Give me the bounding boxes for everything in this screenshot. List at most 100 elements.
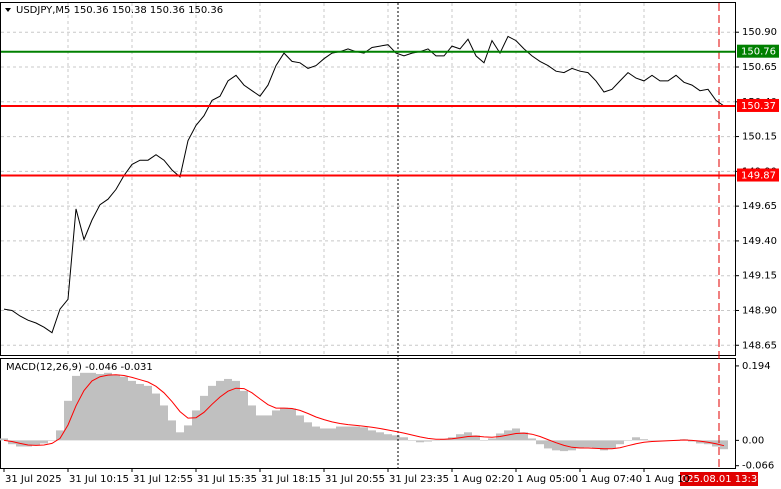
histogram-bar — [160, 405, 168, 441]
histogram-bar — [296, 415, 304, 441]
histogram-bar — [104, 372, 112, 441]
histogram-bar — [544, 440, 552, 449]
histogram-bar — [600, 440, 608, 451]
histogram-bar — [360, 427, 368, 441]
histogram-bar — [440, 439, 448, 441]
x-tick-label: 1 Aug 05:00 — [517, 474, 578, 485]
time-marker-label: 2025.08.01 13:30 — [674, 474, 763, 485]
histogram-bar — [88, 372, 96, 441]
histogram-bar — [56, 430, 64, 441]
histogram-bar — [632, 437, 640, 441]
level-label: 150.37 — [741, 101, 776, 112]
signal-line — [3, 374, 725, 450]
macd-title: MACD(12,26,9) -0.046 -0.031 — [6, 362, 153, 373]
histogram-bar — [152, 393, 160, 441]
y-tick-label: 148.65 — [742, 340, 777, 351]
histogram-bar — [472, 435, 480, 441]
y-tick-label: 150.90 — [742, 27, 777, 38]
histogram-bar — [432, 440, 440, 441]
x-tick-label: 31 Jul 18:15 — [261, 474, 321, 485]
histogram-bar — [592, 440, 600, 449]
histogram-bar — [128, 380, 136, 441]
histogram-bar — [208, 385, 216, 441]
histogram-bar — [376, 432, 384, 441]
histogram-bar — [24, 440, 32, 447]
histogram-bar — [608, 440, 616, 449]
time-marker-box — [680, 472, 758, 486]
histogram-bar — [336, 426, 344, 441]
histogram-bar — [232, 380, 240, 441]
menu-arrow[interactable] — [5, 8, 11, 12]
y-tick-label: 149.15 — [742, 271, 777, 282]
histogram-bar — [552, 440, 560, 451]
histogram-bar — [144, 385, 152, 441]
histogram-bar — [424, 440, 432, 442]
histogram-bar — [624, 440, 632, 441]
histogram-bar — [400, 437, 408, 441]
histogram-bar — [488, 438, 496, 441]
histogram-bar — [416, 440, 424, 443]
histogram-bar — [648, 440, 656, 441]
y-tick-label: 0.00 — [742, 435, 764, 446]
histogram-bar — [32, 440, 40, 446]
price-frame — [0, 2, 736, 356]
level-label-box — [737, 98, 779, 112]
histogram-bar — [344, 426, 352, 441]
x-tick-label: 31 Jul 15:35 — [197, 474, 257, 485]
histogram-bar — [184, 425, 192, 441]
y-tick-label: 149.65 — [742, 201, 777, 212]
histogram-bar — [696, 440, 704, 444]
histogram-bar — [168, 420, 176, 441]
histogram-bar — [8, 440, 16, 445]
level-label: 150.76 — [741, 47, 776, 58]
histogram-bar — [40, 440, 48, 444]
histogram-bar — [512, 428, 520, 441]
histogram-bar — [72, 375, 80, 441]
histogram-bar — [408, 440, 416, 441]
histogram-bar — [256, 415, 264, 441]
y-tick-label: -0.066 — [742, 461, 774, 472]
histogram-bar — [328, 428, 336, 441]
x-tick-label: 31 Jul 10:15 — [69, 474, 129, 485]
y-tick-label: 149.40 — [742, 236, 777, 247]
histogram-bar — [216, 380, 224, 441]
histogram-bar — [136, 383, 144, 441]
histogram-bar — [640, 439, 648, 441]
histogram-bar — [536, 440, 544, 445]
histogram-bar — [200, 395, 208, 441]
histogram-bar — [96, 373, 104, 441]
price-title: USDJPY,M5 150.36 150.38 150.36 150.36 — [16, 5, 223, 16]
histogram-bar — [248, 405, 256, 441]
histogram-bar — [616, 440, 624, 445]
histogram-bar — [176, 432, 184, 441]
histogram-bar — [280, 407, 288, 441]
histogram-bar — [368, 430, 376, 441]
histogram-bar — [304, 422, 312, 441]
histogram-bar — [568, 440, 576, 451]
histogram-bar — [576, 440, 584, 449]
x-tick-label: 1 Aug 02:20 — [453, 474, 514, 485]
histogram-bar — [224, 378, 232, 441]
histogram-bar — [272, 410, 280, 441]
histogram-bar — [240, 390, 248, 441]
x-tick-label: 31 Jul 2025 — [5, 474, 62, 485]
histogram-bar — [112, 374, 120, 441]
x-tick-label: 1 Aug 07:40 — [581, 474, 642, 485]
histogram-bar — [384, 434, 392, 441]
histogram-bar — [528, 438, 536, 441]
x-tick-label: 31 Jul 23:35 — [389, 474, 449, 485]
histogram-bar — [688, 440, 696, 442]
level-label: 149.87 — [741, 171, 776, 182]
histogram-bar — [312, 426, 320, 441]
y-tick-label: 148.90 — [742, 305, 777, 316]
histogram-bar — [48, 440, 56, 441]
histogram-bar — [120, 376, 128, 441]
x-tick-label: 31 Jul 12:55 — [133, 474, 193, 485]
histogram-bar — [288, 408, 296, 441]
histogram-bar — [264, 415, 272, 441]
histogram-bar — [480, 440, 488, 441]
histogram-bar — [320, 428, 328, 441]
histogram-bar — [192, 410, 200, 441]
x-tick-label: 1 Aug 10 — [645, 474, 690, 485]
